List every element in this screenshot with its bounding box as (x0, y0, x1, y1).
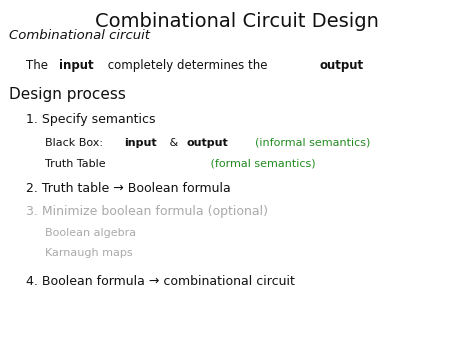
Text: &: & (166, 138, 182, 148)
Text: Combinational circuit: Combinational circuit (9, 29, 149, 42)
Text: 4. Boolean formula → combinational circuit: 4. Boolean formula → combinational circu… (26, 275, 295, 288)
Text: The: The (26, 59, 52, 72)
Text: output: output (187, 138, 228, 148)
Text: Design process: Design process (9, 87, 126, 102)
Text: 1. Specify semantics: 1. Specify semantics (26, 114, 155, 126)
Text: 3. Minimize boolean formula (optional): 3. Minimize boolean formula (optional) (26, 205, 268, 218)
Text: completely determines the: completely determines the (104, 59, 271, 72)
Text: output: output (320, 59, 364, 72)
Text: Karnaugh maps: Karnaugh maps (45, 248, 133, 258)
Text: (formal semantics): (formal semantics) (123, 159, 316, 169)
Text: Black Box:: Black Box: (45, 138, 107, 148)
Text: Combinational Circuit Design: Combinational Circuit Design (95, 12, 379, 31)
Text: Boolean algebra: Boolean algebra (45, 227, 136, 238)
Text: 2. Truth table → Boolean formula: 2. Truth table → Boolean formula (26, 182, 231, 195)
Text: input: input (124, 138, 157, 148)
Text: input: input (59, 59, 94, 72)
Text: (informal semantics): (informal semantics) (241, 138, 370, 148)
Text: Truth Table: Truth Table (45, 159, 106, 169)
